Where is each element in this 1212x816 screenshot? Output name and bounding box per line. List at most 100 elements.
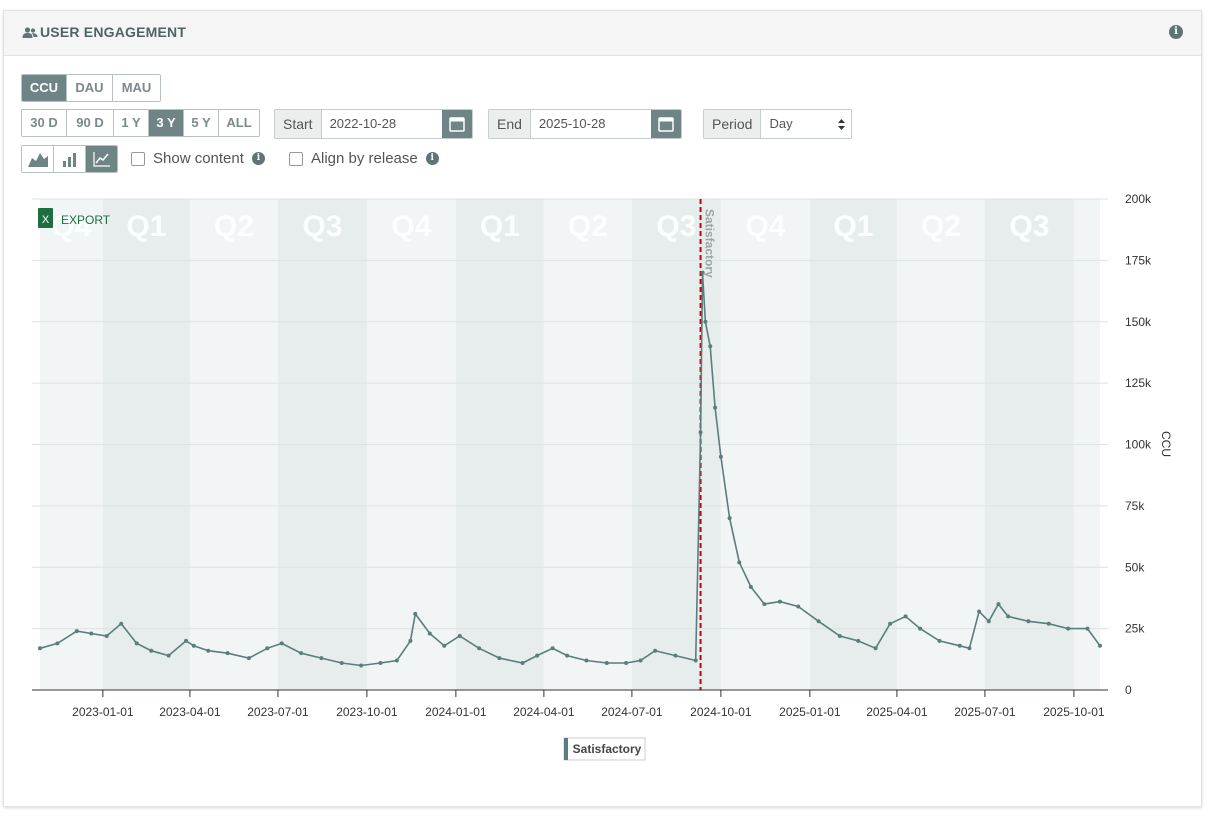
- data-point: [873, 646, 878, 651]
- data-point: [604, 660, 609, 665]
- data-point: [698, 430, 703, 435]
- data-point: [1098, 643, 1102, 648]
- data-point: [119, 621, 124, 626]
- sort-arrows-icon: [838, 119, 846, 130]
- end-date-input[interactable]: 2025-10-28: [538, 116, 606, 131]
- data-point: [1066, 626, 1071, 631]
- data-point: [957, 643, 962, 648]
- x-tick-label: 2023-04-01: [159, 705, 221, 719]
- data-point: [977, 609, 982, 614]
- data-point: [55, 641, 60, 646]
- data-point: [837, 633, 842, 638]
- data-point: [565, 653, 570, 658]
- y-tick-label: 125k: [1125, 376, 1152, 390]
- data-point: [166, 653, 171, 658]
- x-tick-label: 2024-01-01: [425, 705, 487, 719]
- calendar-icon: [448, 117, 465, 132]
- data-point: [149, 648, 154, 653]
- data-point: [378, 660, 383, 665]
- x-tick-label: 2025-01-01: [779, 705, 841, 719]
- excel-icon-letter: X: [42, 214, 50, 226]
- info-icon[interactable]: i: [251, 152, 265, 165]
- data-point: [918, 626, 923, 631]
- data-point: [996, 602, 1001, 607]
- align-by-release-checkbox[interactable]: [289, 151, 303, 166]
- x-tick-label: 2025-04-01: [866, 705, 928, 719]
- area-chart-button[interactable]: [22, 146, 54, 172]
- start-date-input[interactable]: 2022-10-28: [329, 116, 397, 131]
- data-point: [408, 638, 413, 643]
- data-point: [427, 631, 432, 636]
- export-label: EXPORT: [61, 213, 111, 227]
- range-all[interactable]: ALL: [219, 110, 259, 136]
- data-point: [816, 619, 821, 624]
- quarter-label: Q1: [126, 210, 166, 243]
- data-point: [457, 633, 462, 638]
- panel-header: USER ENGAGEMENT i: [4, 11, 1201, 56]
- quarter-label: Q1: [480, 210, 520, 243]
- quarter-label: Q3: [656, 210, 696, 243]
- data-point: [413, 611, 418, 616]
- info-icon[interactable]: i: [425, 152, 439, 165]
- tab-ccu[interactable]: CCU: [22, 75, 67, 101]
- export-button[interactable]: X EXPORT: [38, 208, 111, 228]
- data-point: [638, 658, 643, 663]
- bar-chart-button[interactable]: [54, 146, 86, 172]
- show-content-label: Show content: [153, 150, 244, 167]
- quarter-label: Q4: [51, 210, 91, 243]
- data-point: [520, 660, 525, 665]
- align-by-release-option[interactable]: Align by release i: [289, 150, 439, 167]
- data-point: [134, 641, 139, 646]
- data-point: [748, 584, 753, 589]
- data-point: [777, 599, 782, 604]
- line-chart-button[interactable]: [86, 146, 117, 172]
- data-point: [359, 663, 364, 668]
- legend-item-satisfactory[interactable]: Satisfactory: [563, 737, 646, 761]
- y-tick-label: 200k: [1125, 192, 1152, 206]
- release-marker-label: Satisfactory: [703, 209, 717, 278]
- area-chart-icon: [28, 153, 48, 167]
- x-tick-label: 2024-04-01: [513, 705, 575, 719]
- tab-dau[interactable]: DAU: [67, 75, 113, 101]
- tab-mau[interactable]: MAU: [113, 75, 160, 101]
- data-point: [673, 653, 678, 658]
- range-3y[interactable]: 3 Y: [149, 110, 184, 136]
- quarter-label: Q1: [833, 210, 873, 243]
- show-content-option[interactable]: Show content i: [131, 150, 265, 167]
- end-date-group: End 2025-10-28: [488, 109, 682, 139]
- data-point: [225, 651, 230, 656]
- start-calendar-button[interactable]: [441, 110, 472, 138]
- data-point: [624, 660, 629, 665]
- range-90d[interactable]: 90 D: [67, 110, 114, 136]
- show-content-checkbox[interactable]: [131, 151, 145, 166]
- data-point: [319, 656, 324, 661]
- data-point: [279, 641, 284, 646]
- period-select[interactable]: Day: [761, 110, 851, 138]
- data-point: [299, 651, 304, 656]
- data-point: [700, 270, 705, 275]
- x-tick-label: 2025-07-01: [954, 705, 1016, 719]
- data-point: [1026, 619, 1031, 624]
- data-point: [713, 405, 718, 410]
- data-point: [708, 344, 713, 349]
- panel-title: USER ENGAGEMENT: [40, 24, 187, 40]
- quarter-label: Q2: [568, 210, 608, 243]
- range-1y[interactable]: 1 Y: [114, 110, 149, 136]
- range-5y[interactable]: 5 Y: [184, 110, 219, 136]
- line-chart-icon: [93, 152, 110, 167]
- excel-icon: [38, 208, 53, 228]
- info-icon[interactable]: i: [1169, 25, 1183, 39]
- legend-label: Satisfactory: [573, 742, 642, 756]
- range-tab-group: 30 D 90 D 1 Y 3 Y 5 Y ALL: [21, 109, 260, 137]
- data-point: [477, 646, 482, 651]
- y-tick-label: 25k: [1125, 622, 1145, 636]
- data-point: [104, 633, 109, 638]
- range-30d[interactable]: 30 D: [22, 110, 67, 136]
- period-label: Period: [704, 110, 762, 138]
- end-calendar-button[interactable]: [650, 110, 681, 138]
- chart-type-group: [21, 145, 118, 173]
- data-point: [737, 560, 742, 565]
- data-point: [497, 656, 502, 661]
- metric-tab-group: CCU DAU MAU: [21, 74, 161, 102]
- quarter-label: Q2: [214, 210, 254, 243]
